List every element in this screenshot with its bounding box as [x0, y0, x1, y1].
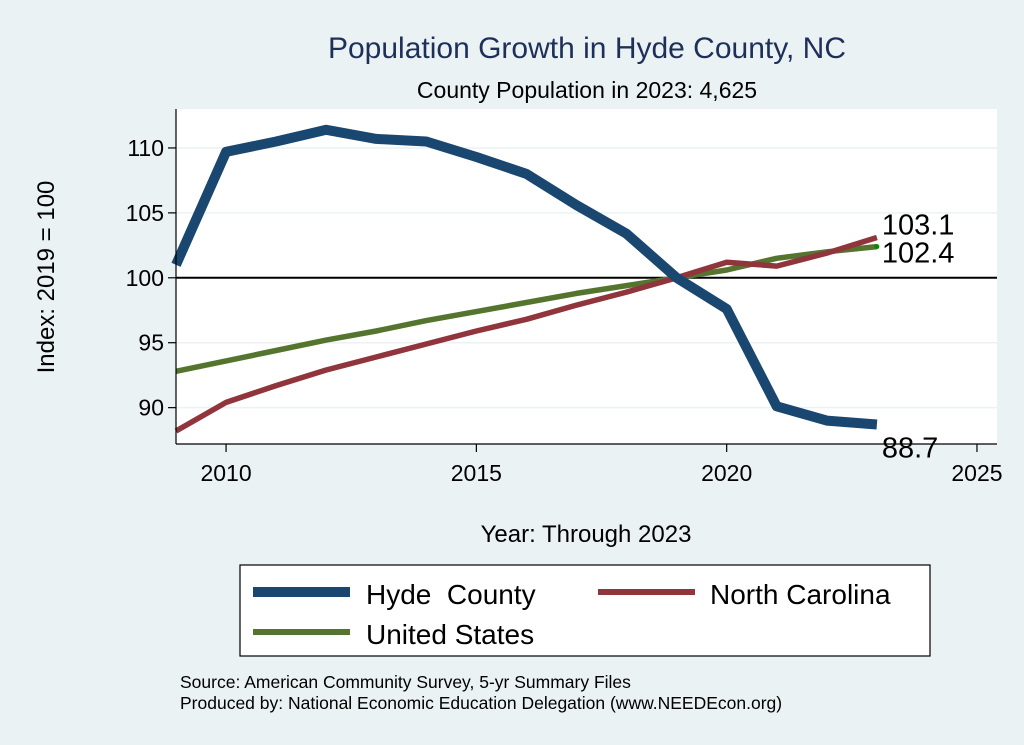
end-label-united-states: 102.4 [882, 238, 955, 270]
y-tick-label: 100 [126, 265, 164, 291]
chart-title: Population Growth in Hyde County, NC [328, 32, 846, 65]
end-label-hyde-county: 88.7 [882, 433, 938, 465]
legend-box [239, 564, 931, 657]
series-line-north-carolina [174, 234, 878, 434]
x-axis-label: Year: Through 2023 [481, 521, 692, 548]
legend-label-us: United States [366, 619, 534, 650]
plot-area [176, 109, 997, 444]
x-tick-label: 2010 [200, 460, 251, 486]
produced-by-note: Produced by: National Economic Education… [180, 693, 782, 713]
y-axis-label: Index: 2019 = 100 [33, 181, 60, 374]
x-tick-label: 2025 [951, 460, 1002, 486]
y-tick-label: 90 [138, 395, 164, 421]
x-tick-label: 2020 [701, 460, 752, 486]
end-label-north-carolina: 103.1 [882, 210, 955, 242]
legend-label-nc: North Carolina [710, 579, 891, 610]
source-note: Source: American Community Survey, 5-yr … [180, 672, 631, 692]
y-tick-label: 105 [126, 200, 164, 226]
legend-label-hyde: Hyde County [366, 579, 536, 610]
x-ticks: 2010 2015 2020 2025 [200, 444, 1003, 486]
series-group [171, 124, 880, 434]
y-tick-label: 95 [138, 330, 164, 356]
x-tick-label: 2015 [451, 460, 502, 486]
chart-subtitle: County Population in 2023: 4,625 [417, 77, 757, 103]
legend: Hyde County North Carolina United States [239, 564, 931, 657]
y-ticks: 90 95 100 105 110 [126, 135, 176, 421]
y-tick-label: 110 [127, 135, 164, 161]
end-marker-us [874, 244, 880, 250]
series-line-hyde-county [171, 124, 878, 430]
